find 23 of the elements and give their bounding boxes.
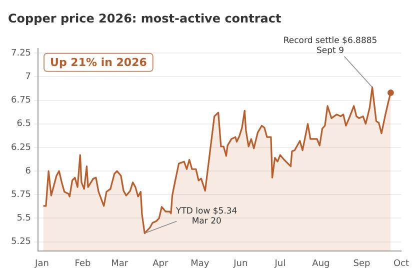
chart-title: Copper price 2026: most-active contract <box>8 11 282 26</box>
x-tick-label: Sep <box>353 258 371 269</box>
y-tick-label: 5.25 <box>10 237 32 248</box>
x-tick-label: Apr <box>152 258 168 269</box>
y-tick-label: 6.75 <box>10 96 32 106</box>
x-tick-label: Jul <box>274 258 286 269</box>
y-tick-label: 6 <box>25 166 32 176</box>
x-tick-label: May <box>190 258 210 269</box>
x-tick-label: Feb <box>74 258 92 269</box>
x-tick-label: Oct <box>393 258 410 269</box>
annotation: Up 21% in 2026 <box>50 56 148 69</box>
y-tick-label: 5.5 <box>16 214 32 224</box>
y-tick-label: 6.25 <box>10 142 32 153</box>
y-tick-label: 7 <box>25 72 32 82</box>
annotation: YTD low $5.34 Mar 20 <box>175 206 238 227</box>
x-tick-label: Jan <box>34 258 49 269</box>
y-tick-label: 5.75 <box>10 190 32 200</box>
x-tick-label: Jun <box>232 258 248 269</box>
x-tick-label: Aug <box>312 258 330 269</box>
x-tick-label: Mar <box>111 258 128 269</box>
y-tick-label: 7.25 <box>10 48 32 58</box>
y-tick-label: 6.5 <box>16 119 32 130</box>
annotation: Record settle $6.8885 Sept 9 <box>283 36 378 56</box>
